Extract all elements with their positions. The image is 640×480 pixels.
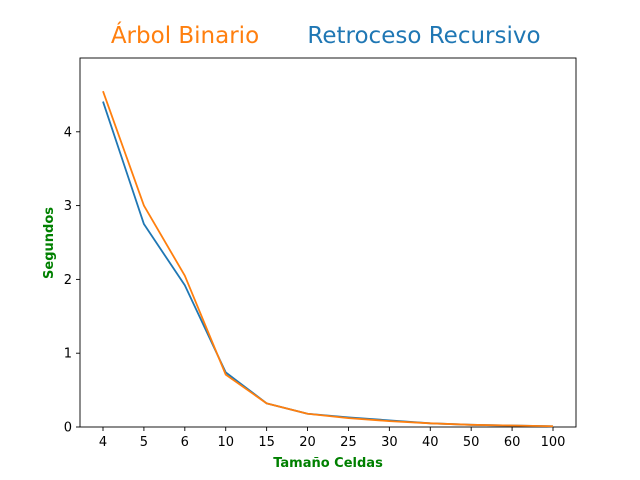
y-tick-label: 3 <box>64 199 72 214</box>
legend-entry-arbol-binario: Árbol Binario <box>111 21 259 49</box>
series-lines <box>102 90 554 428</box>
plot-area <box>79 57 577 428</box>
x-tick-label: 20 <box>299 435 316 450</box>
x-tick-label: 100 <box>541 435 566 450</box>
x-tick-label: 6 <box>181 435 189 450</box>
y-tick-label: 0 <box>64 421 72 436</box>
x-tick-label: 40 <box>422 435 439 450</box>
x-tick-label: 60 <box>504 435 521 450</box>
y-axis-label: Segundos <box>42 207 57 279</box>
x-axis: 4 5 6 10 15 20 25 30 40 50 60 100 <box>99 427 566 450</box>
x-tick-label: 15 <box>258 435 275 450</box>
y-tick-label: 4 <box>64 125 72 140</box>
y-tick-label: 1 <box>64 347 72 362</box>
x-tick-label: 25 <box>340 435 357 450</box>
x-axis-label: Tamaño Celdas <box>273 456 383 471</box>
x-tick-label: 30 <box>381 435 398 450</box>
x-tick-label: 5 <box>140 435 148 450</box>
y-axis: 0 1 2 3 4 <box>64 125 80 436</box>
x-tick-label: 10 <box>217 435 234 450</box>
x-tick-label: 4 <box>99 435 107 450</box>
series-line-1 <box>102 90 554 428</box>
y-tick-label: 2 <box>64 273 72 288</box>
legend-entry-retroceso-recursivo: Retroceso Recursivo <box>307 23 540 49</box>
x-tick-label: 50 <box>463 435 480 450</box>
